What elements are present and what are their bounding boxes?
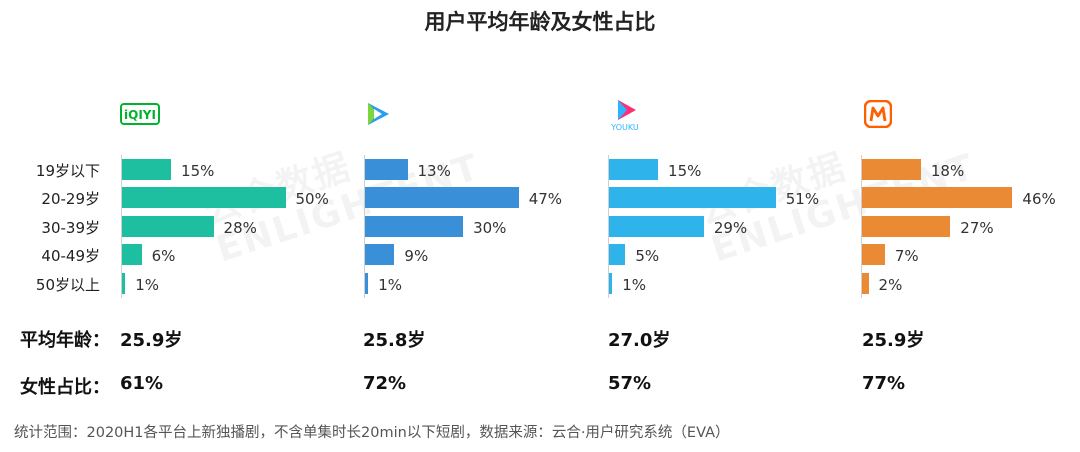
bar xyxy=(609,187,776,208)
bar xyxy=(862,273,869,294)
data-label: 51% xyxy=(785,190,820,208)
avg-age-value: 25.8岁 xyxy=(363,330,426,351)
bar xyxy=(862,216,951,237)
data-label: 50% xyxy=(295,190,329,208)
data-label: 5% xyxy=(635,247,660,265)
bar xyxy=(609,273,613,294)
bar xyxy=(122,216,214,237)
bar xyxy=(365,187,519,208)
data-label: 18% xyxy=(930,162,965,180)
data-label: 13% xyxy=(417,162,451,180)
iqiyi-logo: iQIYI xyxy=(120,103,160,129)
avg-age-value: 27.0岁 xyxy=(608,330,671,351)
axis-line xyxy=(364,155,365,298)
avg-age-label: 平均年龄： xyxy=(20,330,110,351)
bar xyxy=(609,159,659,180)
bar xyxy=(862,187,1013,208)
category-label: 19岁以下 xyxy=(35,162,100,180)
bar xyxy=(862,244,885,265)
bar xyxy=(365,273,369,294)
female-ratio-value: 61% xyxy=(120,373,164,394)
data-label: 1% xyxy=(622,276,647,294)
bar xyxy=(365,216,464,237)
data-label: 30% xyxy=(473,219,507,237)
axis-line xyxy=(861,155,862,298)
mango-tv-logo xyxy=(863,99,893,132)
female-ratio-value: 72% xyxy=(363,373,407,394)
bar xyxy=(609,216,704,237)
data-label: 9% xyxy=(404,247,429,265)
iqiyi-logo-text: iQIYI xyxy=(124,108,156,122)
data-label: 7% xyxy=(894,247,919,265)
bar xyxy=(122,187,286,208)
data-label: 28% xyxy=(223,219,257,237)
data-label: 15% xyxy=(181,162,215,180)
bar xyxy=(122,273,126,294)
bar xyxy=(122,159,172,180)
source-note: 统计范围：2020H1各平台上新独播剧，不含单集时长20min以下短剧，数据来源… xyxy=(14,425,730,441)
category-label: 40-49岁 xyxy=(41,247,100,265)
female-ratio-value: 57% xyxy=(608,373,652,394)
category-label: 30-39岁 xyxy=(41,219,100,237)
data-label: 1% xyxy=(378,276,403,294)
category-label: 50岁以上 xyxy=(35,276,100,294)
data-label: 1% xyxy=(135,276,160,294)
data-label: 15% xyxy=(668,162,702,180)
female-ratio-value: 77% xyxy=(862,373,906,394)
bar xyxy=(122,244,142,265)
chart-title: 用户平均年龄及女性占比 xyxy=(424,10,656,34)
youku-logo-text: YOUKU xyxy=(610,123,639,132)
avg-age-value: 25.9岁 xyxy=(862,330,925,351)
data-label: 46% xyxy=(1022,190,1056,208)
data-label: 6% xyxy=(151,247,176,265)
bar xyxy=(365,244,395,265)
tencent-video-logo xyxy=(364,100,392,132)
axis-line xyxy=(121,155,122,298)
bar xyxy=(365,159,408,180)
data-label: 29% xyxy=(713,219,748,237)
data-label: 2% xyxy=(878,276,903,294)
data-label: 27% xyxy=(960,219,994,237)
avg-age-value: 25.9岁 xyxy=(120,330,183,351)
bar xyxy=(609,244,626,265)
axis-line xyxy=(608,155,609,298)
bar xyxy=(862,159,921,180)
youku-logo: YOUKU xyxy=(608,98,644,136)
female-ratio-label: 女性占比： xyxy=(20,377,110,398)
category-label: 20-29岁 xyxy=(41,190,100,208)
data-label: 47% xyxy=(528,190,563,208)
